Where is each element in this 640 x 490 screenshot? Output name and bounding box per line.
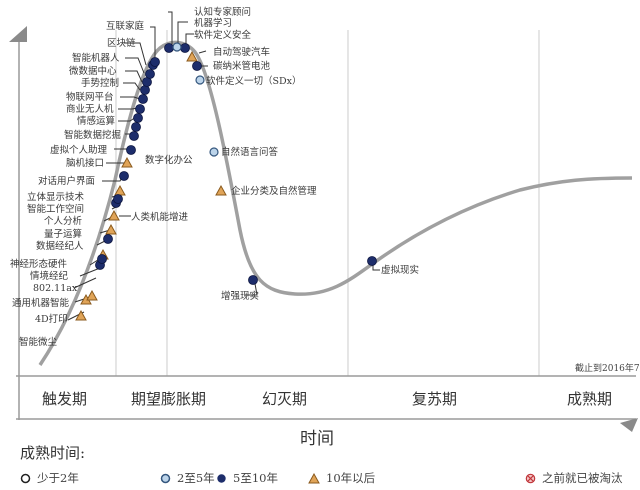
svg-text:情境经纪: 情境经纪 [30,270,69,282]
svg-text:自动驾驶汽车: 自动驾驶汽车 [213,46,270,58]
legend-item-obsolete: 之前就已被淘汰 [525,470,623,486]
legend-item-lt2: 少于2年 [20,470,79,486]
svg-text:商业无人机: 商业无人机 [66,103,114,115]
phase-labels: 触发期 期望膨胀期 幻灭期 复苏期 成熟期 [42,390,612,408]
svg-text:智能机器人: 智能机器人 [72,52,120,64]
legend-label: 之前就已被淘汰 [542,471,623,485]
legend-item-10plus: 10年以后 [308,470,375,486]
svg-text:4D打印: 4D打印 [35,313,68,325]
svg-text:通用机器智能: 通用机器智能 [12,297,70,309]
triangle-marker-icon [105,223,117,235]
y-axis-arrow-icon [9,26,27,42]
svg-text:认知专家顾问: 认知专家顾问 [194,6,251,18]
svg-text:幻灭期: 幻灭期 [262,390,307,408]
y-axis [9,26,27,420]
triangle-marker-icon [121,156,133,168]
svg-text:对话用户界面: 对话用户界面 [38,175,95,187]
x-axis-arrow-icon [620,418,638,432]
svg-text:量子运算: 量子运算 [44,228,82,240]
svg-text:自然语言问答: 自然语言问答 [221,146,279,158]
crossed-circle-icon [525,473,536,483]
legend-title: 成熟时间: [20,444,86,462]
svg-text:碳纳米管电池: 碳纳米管电池 [213,60,271,72]
svg-text:物联网平台: 物联网平台 [66,91,114,103]
svg-text:微数据中心: 微数据中心 [69,65,117,77]
svg-text:虚拟个人助理: 虚拟个人助理 [50,144,108,156]
phase-dividers [115,30,540,376]
svg-text:手势控制: 手势控制 [81,77,119,89]
legend-label: 5至10年 [233,471,278,485]
triangle-marker-icon [86,289,98,301]
markers [75,42,377,321]
svg-text:人类机能增进: 人类机能增进 [131,211,189,223]
legend-label: 2至5年 [177,471,215,485]
svg-text:区块链: 区块链 [107,37,136,49]
svg-text:智能工作空间: 智能工作空间 [27,203,84,215]
svg-text:互联家庭: 互联家庭 [106,20,145,32]
navy-circle-icon [217,473,226,483]
svg-text:期望膨胀期: 期望膨胀期 [131,390,206,408]
legend-item-5to10: 5至10年 [216,470,278,486]
svg-text:802.11ax: 802.11ax [33,283,78,294]
svg-text:智能微尘: 智能微尘 [19,336,58,348]
svg-text:复苏期: 复苏期 [412,390,457,408]
triangle-marker-icon [186,50,198,62]
legend-label: 10年以后 [326,471,376,485]
triangle-marker-icon [108,209,120,221]
svg-text:脑机接口: 脑机接口 [66,157,104,169]
date-note: 截止到2016年7月 [575,362,640,374]
svg-text:情感运算: 情感运算 [77,115,115,127]
svg-text:增强现实: 增强现实 [221,290,259,302]
legend-label: 少于2年 [37,471,79,485]
svg-text:虚拟现实: 虚拟现实 [381,264,419,276]
svg-text:神经形态硬件: 神经形态硬件 [10,258,68,270]
triangle-marker-icon [75,309,87,321]
svg-text:软件定义一切（SDx）: 软件定义一切（SDx） [206,75,301,87]
svg-text:机器学习: 机器学习 [194,17,232,29]
triangle-marker-icon [215,184,227,196]
svg-text:触发期: 触发期 [42,390,87,408]
svg-text:数据经纪人: 数据经纪人 [36,240,84,252]
svg-text:企业分类及自然管理: 企业分类及自然管理 [231,185,317,197]
x-axis-label: 时间 [300,429,334,449]
triangle-icon [308,472,320,483]
hollow-circle-icon [20,473,31,483]
svg-text:成熟期: 成熟期 [567,390,612,408]
legend-item-2to5: 2至5年 [160,470,215,486]
svg-text:立体显示技术: 立体显示技术 [27,191,85,203]
legend: 少于2年 2至5年 5至10年 10年以后 之前就已被淘汰 [0,470,640,488]
svg-text:数字化办公: 数字化办公 [145,154,193,166]
light-blue-circle-icon [160,473,171,483]
svg-text:软件定义安全: 软件定义安全 [194,29,252,41]
point-labels: 智能微尘 4D打印 通用机器智能 802.11ax 情境经纪 神经形态硬件 数据… [10,6,419,348]
svg-text:智能数据挖掘: 智能数据挖掘 [64,129,121,141]
svg-text:个人分析: 个人分析 [44,215,83,227]
hype-curve [38,40,633,366]
